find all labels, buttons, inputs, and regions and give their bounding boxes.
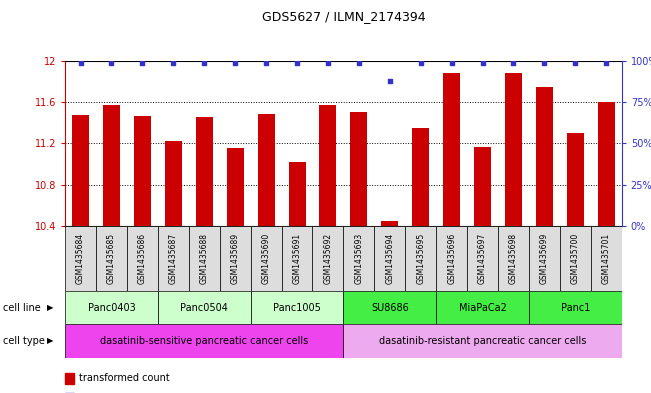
Bar xyxy=(529,226,560,291)
Bar xyxy=(467,226,498,291)
Text: Panc1: Panc1 xyxy=(561,303,590,312)
Bar xyxy=(590,226,622,291)
Bar xyxy=(343,226,374,291)
Text: cell line: cell line xyxy=(3,303,41,312)
Bar xyxy=(96,226,127,291)
Bar xyxy=(227,148,243,226)
Text: GSM1435689: GSM1435689 xyxy=(230,233,240,284)
Bar xyxy=(474,147,491,226)
Text: Panc0504: Panc0504 xyxy=(180,303,229,312)
Point xyxy=(292,59,302,66)
Text: ▶: ▶ xyxy=(47,303,53,312)
Text: MiaPaCa2: MiaPaCa2 xyxy=(458,303,506,312)
Point xyxy=(601,59,611,66)
Text: dasatinib-resistant pancreatic cancer cells: dasatinib-resistant pancreatic cancer ce… xyxy=(379,336,587,346)
Text: GSM1435691: GSM1435691 xyxy=(292,233,301,284)
Bar xyxy=(65,291,158,324)
Text: GSM1435690: GSM1435690 xyxy=(262,233,271,284)
Text: GSM1435684: GSM1435684 xyxy=(76,233,85,284)
Bar xyxy=(196,117,213,226)
Bar xyxy=(158,291,251,324)
Point xyxy=(385,77,395,84)
Bar xyxy=(72,115,89,226)
Text: cell type: cell type xyxy=(3,336,45,346)
Bar xyxy=(405,226,436,291)
Text: GSM1435698: GSM1435698 xyxy=(509,233,518,284)
Bar xyxy=(567,133,584,226)
Point xyxy=(106,59,117,66)
Point xyxy=(323,59,333,66)
Text: GSM1435687: GSM1435687 xyxy=(169,233,178,284)
Text: GSM1435692: GSM1435692 xyxy=(324,233,333,284)
Bar xyxy=(343,291,436,324)
Text: ▶: ▶ xyxy=(47,336,53,345)
Text: GSM1435688: GSM1435688 xyxy=(200,233,209,284)
Bar xyxy=(381,221,398,226)
Text: GSM1435696: GSM1435696 xyxy=(447,233,456,284)
Text: GSM1435694: GSM1435694 xyxy=(385,233,395,284)
Bar xyxy=(443,73,460,226)
Bar xyxy=(281,226,312,291)
Bar xyxy=(189,226,219,291)
Text: GDS5627 / ILMN_2174394: GDS5627 / ILMN_2174394 xyxy=(262,10,425,23)
Bar xyxy=(343,324,622,358)
Bar xyxy=(219,226,251,291)
Bar xyxy=(158,226,189,291)
Bar xyxy=(258,114,275,226)
Text: Panc1005: Panc1005 xyxy=(273,303,321,312)
Bar xyxy=(436,291,529,324)
Bar xyxy=(560,226,590,291)
Bar xyxy=(251,226,281,291)
Bar xyxy=(312,226,343,291)
Text: GSM1435695: GSM1435695 xyxy=(416,233,425,284)
Bar xyxy=(65,226,96,291)
Text: GSM1435693: GSM1435693 xyxy=(354,233,363,284)
Bar xyxy=(436,226,467,291)
Bar xyxy=(498,226,529,291)
Point xyxy=(415,59,426,66)
Bar xyxy=(505,73,522,226)
Bar xyxy=(103,105,120,226)
Point xyxy=(137,59,148,66)
Text: GSM1435685: GSM1435685 xyxy=(107,233,116,284)
Bar xyxy=(165,141,182,226)
Point xyxy=(508,59,519,66)
Bar xyxy=(127,226,158,291)
Bar xyxy=(536,87,553,226)
Point xyxy=(477,59,488,66)
Bar xyxy=(288,162,305,226)
Text: Panc0403: Panc0403 xyxy=(88,303,135,312)
Bar xyxy=(65,324,344,358)
Bar xyxy=(412,128,429,226)
Point xyxy=(353,59,364,66)
Bar xyxy=(374,226,405,291)
Text: SU8686: SU8686 xyxy=(371,303,409,312)
Point xyxy=(539,59,549,66)
Bar xyxy=(134,116,151,226)
Bar xyxy=(320,105,337,226)
Point xyxy=(168,59,178,66)
Bar xyxy=(598,102,615,226)
Point xyxy=(76,59,86,66)
Text: GSM1435686: GSM1435686 xyxy=(138,233,147,284)
Text: GSM1435701: GSM1435701 xyxy=(602,233,611,284)
Point xyxy=(261,59,271,66)
Text: dasatinib-sensitive pancreatic cancer cells: dasatinib-sensitive pancreatic cancer ce… xyxy=(100,336,309,346)
Point xyxy=(570,59,581,66)
Point xyxy=(230,59,240,66)
Bar xyxy=(350,112,367,226)
Text: GSM1435697: GSM1435697 xyxy=(478,233,487,284)
Text: GSM1435700: GSM1435700 xyxy=(571,233,580,284)
Bar xyxy=(529,291,622,324)
Point xyxy=(447,59,457,66)
Bar xyxy=(251,291,343,324)
Point xyxy=(199,59,210,66)
Text: GSM1435699: GSM1435699 xyxy=(540,233,549,284)
Text: transformed count: transformed count xyxy=(79,373,169,383)
